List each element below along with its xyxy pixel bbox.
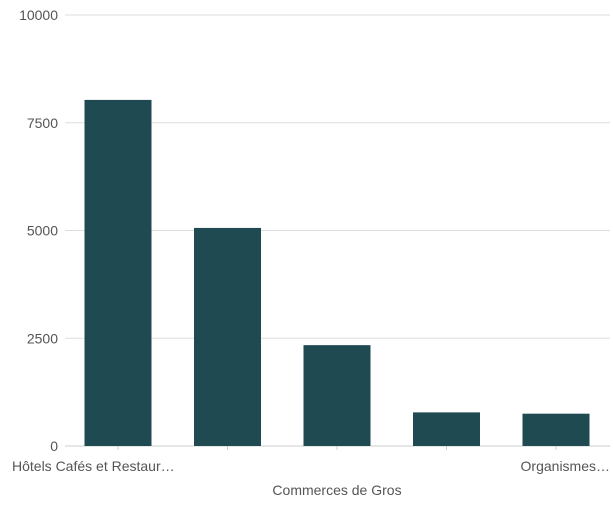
y-tick-label: 2500 [27,330,58,346]
x-tick-label: Organismes… [521,458,610,474]
x-tick-label: Commerces de Gros [272,482,401,498]
bar [522,413,590,446]
y-tick-label: 10000 [19,7,58,23]
bars [84,99,590,447]
bar [303,345,371,446]
y-tick-label: 0 [50,438,58,454]
x-tick-label: Hôtels Cafés et Restaur… [12,458,175,474]
y-tick-label: 7500 [27,115,58,131]
y-tick-label: 5000 [27,223,58,239]
y-axis-ticks: 0 2500 5000 7500 10000 [19,7,58,454]
bar [84,99,152,447]
bar [413,412,480,446]
grid-layer [65,14,610,447]
x-axis-labels: Hôtels Cafés et Restaur… Commerces de Gro… [12,446,610,498]
bar [194,227,261,446]
